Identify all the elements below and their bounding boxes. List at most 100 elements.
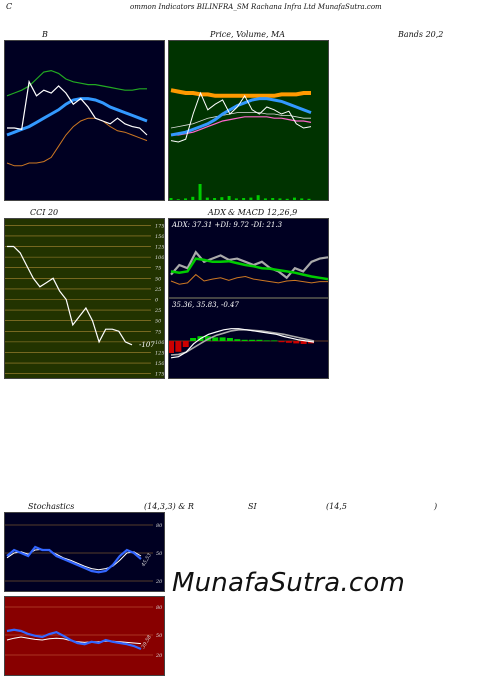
volume-bar <box>300 198 304 200</box>
cci-tick-label: 125 <box>155 350 165 356</box>
price-volume-svg <box>169 88 312 200</box>
cci-value-label: -107 <box>139 341 155 349</box>
cci-line <box>7 245 133 346</box>
volume-bar <box>205 197 209 200</box>
stoch-label-left: Stochastics <box>28 502 75 511</box>
header-left-letter: C <box>6 2 13 11</box>
bollinger-label-right: Bands 20,2 <box>398 30 444 39</box>
macd-line <box>170 328 315 359</box>
cci-svg: 175 150 125 100 75 50 25 0 25 50 75 100 125 150 175 -10… <box>5 223 165 378</box>
stoch-label-close: ) <box>434 502 438 511</box>
cci-tick-label: 175 <box>155 223 165 229</box>
cci-tick-label: 0 <box>155 298 159 304</box>
bollinger-chart <box>4 40 165 201</box>
rsi-tick-label: 20 <box>155 653 163 659</box>
macd-histogram-bar <box>169 341 174 353</box>
ma-short-line <box>170 97 312 137</box>
volume-bar <box>213 198 217 200</box>
volume-bar <box>249 197 253 200</box>
volume-bar <box>242 198 246 200</box>
adx-readout: ADX: 37.31 +DI: 9.72 -DI: 21.3 <box>172 221 283 229</box>
volume-bar <box>307 198 311 200</box>
adx-svg <box>170 250 328 285</box>
macd-histogram-bar <box>278 341 285 343</box>
cci-tick-label: 150 <box>155 234 165 240</box>
stochastics-chart: 80 50 20 45,53 <box>4 512 165 592</box>
volume-bar <box>220 197 224 200</box>
volume-bar <box>278 198 282 200</box>
volume-bar <box>184 198 188 200</box>
bollinger-label-middle: Price, Volume, MA <box>210 30 286 39</box>
volume-bar <box>271 198 275 200</box>
volume-bar <box>292 197 296 200</box>
cci-chart: 175 150 125 100 75 50 25 0 25 50 75 100 125 150 175 -10… <box>4 218 165 379</box>
macd-histogram-bar <box>263 340 270 342</box>
stoch-label-mid: (14,3,3) & R <box>144 502 194 511</box>
pv-price-line <box>170 91 312 143</box>
cci-tick-label: 75 <box>155 329 161 335</box>
cci-tick-label: 75 <box>155 266 161 272</box>
macd-readout: 35.36, 35.83, -0.47 <box>172 301 239 309</box>
volume-bar <box>169 198 173 200</box>
volume-bar <box>256 195 260 200</box>
rsi-tick-label: 80 <box>156 605 163 611</box>
adx-label-left: ADX <box>208 208 226 217</box>
macd-histogram-bar <box>285 341 292 343</box>
macd-histogram-bar <box>190 338 197 341</box>
minus-di-line <box>170 250 328 280</box>
stoch-tick-label: 50 <box>156 551 163 557</box>
stoch-d-line <box>6 548 142 571</box>
cci-tick-label: 25 <box>154 308 161 314</box>
bollinger-middle-line <box>6 97 148 137</box>
adx-label-right: & MACD 12,26,9 <box>228 208 298 217</box>
bollinger-label-left: B <box>42 30 48 39</box>
rsi-side-label: 39.58 <box>141 634 153 649</box>
macd-histogram-bar <box>271 340 278 342</box>
price-volume-chart <box>168 40 329 201</box>
macd-histogram-bar <box>241 339 248 341</box>
macd-histogram-bar <box>256 339 263 341</box>
stoch-k-line <box>6 545 142 574</box>
cci-tick-label: 100 <box>155 255 165 261</box>
adx-line <box>170 257 328 281</box>
cci-tick-label: 150 <box>155 361 165 367</box>
cci-tick-label: 100 <box>155 340 165 346</box>
macd-histogram-bar <box>293 341 300 344</box>
volume-bar <box>176 199 180 200</box>
macd-histogram-bar <box>182 341 189 347</box>
stoch-label-rsi-params: (14,5 <box>326 502 347 511</box>
volume-bar <box>198 184 202 200</box>
bollinger-svg <box>6 69 148 167</box>
macd-signal-line <box>170 328 315 356</box>
macd-chart: 35.36, 35.83, -0.47 <box>168 298 329 379</box>
header-title: ommon Indicators BILINFRA_SM Rachana Inf… <box>130 3 382 11</box>
volume-bar <box>285 198 289 200</box>
cci-label: CCI 20 <box>30 208 59 217</box>
rsi-line <box>6 628 142 651</box>
ma-mid-line <box>170 112 311 129</box>
stochastics-svg: 80 50 20 45,53 <box>5 523 163 585</box>
rsi-chart: 80 50 20 39.58 <box>4 596 165 676</box>
macd-histogram-bar <box>212 337 219 341</box>
bollinger-lower-line <box>6 117 148 167</box>
cci-tick-label: 125 <box>155 245 165 251</box>
volume-bar <box>234 198 238 200</box>
volume-bar <box>191 196 195 200</box>
macd-svg <box>169 328 328 359</box>
stoch-side-label: 45,53 <box>140 552 153 568</box>
munafasutra-watermark: MunafaSutra.com <box>172 568 406 598</box>
stoch-tick-label: 20 <box>155 579 163 585</box>
stoch-label-si: SI <box>248 502 257 511</box>
stoch-tick-label: 80 <box>156 523 163 529</box>
cci-tick-label: 25 <box>154 287 161 293</box>
macd-histogram-bar <box>249 339 256 341</box>
macd-histogram-bar <box>226 338 233 341</box>
cci-tick-label: 175 <box>155 372 165 378</box>
plus-di-line <box>170 273 328 285</box>
adx-chart: ADX: 37.31 +DI: 9.72 -DI: 21.3 <box>168 218 329 298</box>
macd-histogram-bar <box>234 339 241 341</box>
macd-histogram-bar <box>300 341 307 344</box>
bollinger-price-line <box>7 79 148 136</box>
volume-bar <box>227 196 231 200</box>
